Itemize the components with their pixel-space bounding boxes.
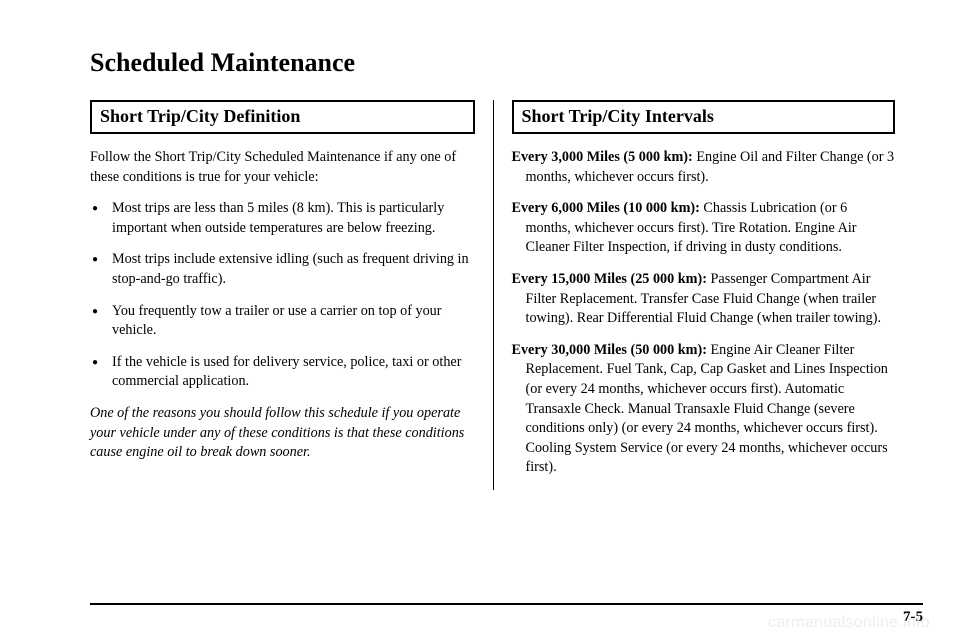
interval-text: Engine Air Cleaner Filter Replacement. F… [526,342,888,476]
footer-rule [90,603,923,605]
list-item: You frequently tow a trailer or use a ca… [90,302,475,341]
right-column: Short Trip/City Intervals Every 3,000 Mi… [493,100,896,490]
right-heading: Short Trip/City Intervals [512,100,896,134]
interval-item: Every 30,000 Miles (50 000 km): Engine A… [512,341,896,478]
bullet-list: Most trips are less than 5 miles (8 km).… [90,199,475,392]
interval-item: Every 6,000 Miles (10 000 km): Chassis L… [512,199,896,258]
interval-lead: Every 15,000 Miles (25 000 km): [512,271,707,287]
list-item: Most trips are less than 5 miles (8 km).… [90,199,475,238]
left-intro: Follow the Short Trip/City Scheduled Mai… [90,148,475,187]
left-column: Short Trip/City Definition Follow the Sh… [90,100,493,490]
left-note: One of the reasons you should follow thi… [90,404,475,463]
footer: 7-5 [90,603,923,605]
list-item: If the vehicle is used for delivery serv… [90,353,475,392]
columns-wrapper: Short Trip/City Definition Follow the Sh… [90,100,895,490]
interval-lead: Every 6,000 Miles (10 000 km): [512,200,700,216]
page-title: Scheduled Maintenance [90,48,895,78]
interval-item: Every 15,000 Miles (25 000 km): Passenge… [512,270,896,329]
interval-lead: Every 3,000 Miles (5 000 km): [512,149,693,165]
page-container: Scheduled Maintenance Short Trip/City De… [0,0,960,640]
page-number: 7-5 [903,609,923,626]
left-heading: Short Trip/City Definition [90,100,475,134]
interval-lead: Every 30,000 Miles (50 000 km): [512,342,707,358]
interval-item: Every 3,000 Miles (5 000 km): Engine Oil… [512,148,896,187]
list-item: Most trips include extensive idling (suc… [90,250,475,289]
